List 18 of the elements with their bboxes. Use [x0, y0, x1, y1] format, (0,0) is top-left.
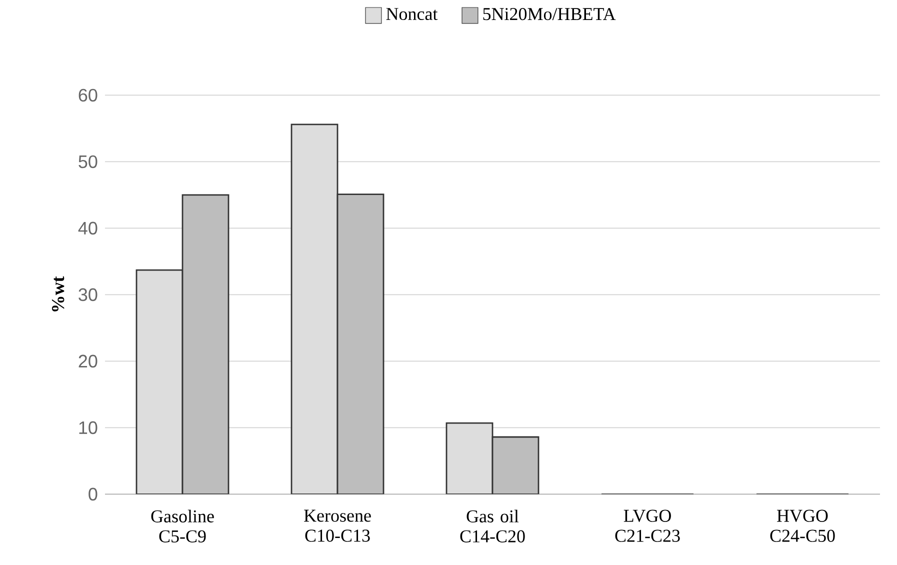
bar [336, 193, 384, 494]
y-axis-title: %wt [52, 276, 64, 312]
y-tick-label: 60 [78, 88, 98, 102]
y-tick-label: 40 [78, 222, 98, 234]
legend-label: Noncat [386, 8, 438, 20]
x-tick-label: LVGO C21-C23 [615, 510, 680, 542]
y-tick-label: 0 [88, 488, 98, 500]
x-tick-label: Gasoline C5-C9 [151, 510, 214, 542]
x-tick-label: Gas oil C14-C20 [460, 510, 525, 542]
x-tick-label: HVGO C24-C50 [770, 510, 835, 542]
y-tick-label: 30 [78, 288, 98, 301]
bar [182, 194, 230, 494]
legend-label: 5Ni20Mo/HBETA [483, 8, 616, 20]
y-tick-label: 50 [78, 155, 98, 168]
x-tick-label: Kerosene C10-C13 [304, 510, 371, 542]
bar [492, 436, 540, 494]
y-tick-label: 20 [78, 354, 98, 368]
y-tick-label: 10 [79, 421, 98, 434]
